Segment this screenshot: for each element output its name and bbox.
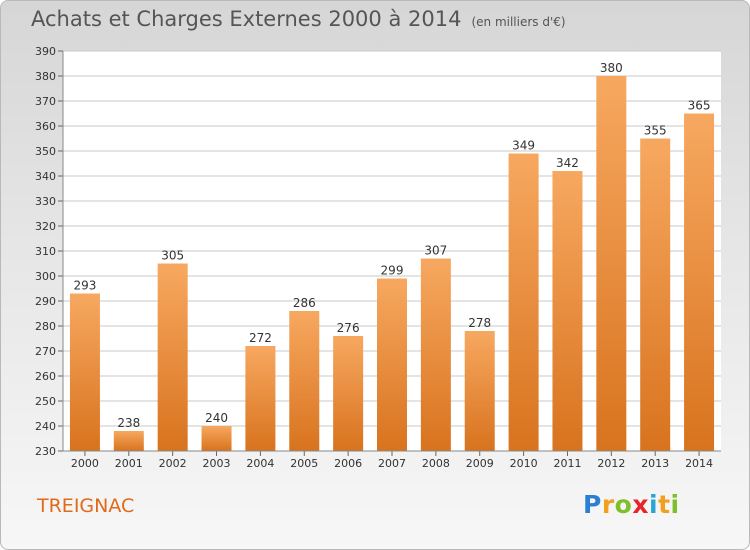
x-tick-label: 2001 <box>115 457 143 470</box>
y-tick-label: 330 <box>35 195 56 208</box>
y-tick-label: 390 <box>35 45 56 58</box>
x-tick-label: 2003 <box>203 457 231 470</box>
y-tick-label: 240 <box>35 420 56 433</box>
x-tick-label: 2006 <box>334 457 362 470</box>
data-label: 307 <box>424 244 447 258</box>
y-tick-label: 320 <box>35 220 56 233</box>
x-tick-label: 2007 <box>378 457 406 470</box>
data-label: 355 <box>644 124 667 138</box>
data-label: 276 <box>337 321 360 335</box>
x-tick-label: 2011 <box>553 457 581 470</box>
data-label: 240 <box>205 411 228 425</box>
y-tick-label: 300 <box>35 270 56 283</box>
y-tick-label: 260 <box>35 370 56 383</box>
logo-letter: o <box>614 490 633 519</box>
x-tick-label: 2013 <box>641 457 669 470</box>
y-tick-label: 360 <box>35 120 56 133</box>
bar <box>377 278 407 451</box>
y-tick-label: 340 <box>35 170 56 183</box>
y-tick-label: 310 <box>35 245 56 258</box>
x-tick-label: 2012 <box>597 457 625 470</box>
bar <box>684 113 715 451</box>
bar <box>420 258 451 451</box>
bar <box>201 426 232 451</box>
data-label: 305 <box>161 249 184 263</box>
x-tick-label: 2009 <box>466 457 494 470</box>
x-tick-label: 2004 <box>246 457 274 470</box>
proxiti-logo: Proxiti <box>583 490 680 519</box>
y-tick-label: 290 <box>35 295 56 308</box>
x-tick-label: 2002 <box>159 457 187 470</box>
y-tick-label: 250 <box>35 395 56 408</box>
data-label: 349 <box>512 139 535 153</box>
y-tick-label: 350 <box>35 145 56 158</box>
bar <box>113 431 144 451</box>
x-tick-label: 2010 <box>510 457 538 470</box>
bar <box>245 346 276 451</box>
bar <box>508 153 539 451</box>
bar <box>289 311 320 451</box>
chart-title: Achats et Charges Externes 2000 à 2014 <box>31 7 462 31</box>
x-tick-label: 2005 <box>290 457 318 470</box>
x-tick-label: 2014 <box>685 457 713 470</box>
x-tick-label: 2000 <box>71 457 99 470</box>
logo-letter: r <box>601 490 615 519</box>
unit-note: (en milliers d'€) <box>471 15 566 29</box>
commune-name: TREIGNAC <box>37 495 135 517</box>
y-tick-label: 380 <box>35 70 56 83</box>
bar <box>552 171 583 451</box>
data-label: 365 <box>688 99 711 113</box>
bar <box>640 138 671 451</box>
bar <box>333 336 364 451</box>
y-tick-label: 370 <box>35 95 56 108</box>
bar <box>69 293 100 451</box>
chart-title-block: Achats et Charges Externes 2000 à 2014 (e… <box>31 7 566 31</box>
data-label: 299 <box>381 264 404 278</box>
data-label: 272 <box>249 331 272 345</box>
logo-letter: P <box>583 490 602 519</box>
x-tick-label: 2008 <box>422 457 450 470</box>
logo-letter: i <box>670 490 680 519</box>
data-label: 278 <box>468 316 491 330</box>
data-label: 293 <box>73 279 96 293</box>
logo-letter: i <box>649 490 659 519</box>
logo-letter: t <box>658 490 671 519</box>
y-tick-label: 230 <box>35 445 56 458</box>
bar <box>464 331 495 451</box>
bar <box>596 76 627 451</box>
data-label: 380 <box>600 61 623 75</box>
logo-letter: x <box>632 490 649 519</box>
data-label: 286 <box>293 296 316 310</box>
y-tick-label: 270 <box>35 345 56 358</box>
y-tick-label: 280 <box>35 320 56 333</box>
data-label: 342 <box>556 156 579 170</box>
data-label: 238 <box>117 416 140 430</box>
bar <box>157 263 188 451</box>
